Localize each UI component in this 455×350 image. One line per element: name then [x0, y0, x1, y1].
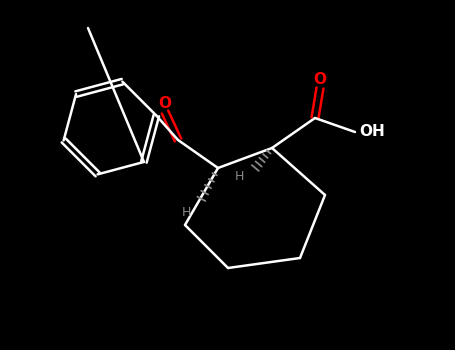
Text: H: H — [235, 169, 244, 182]
Text: H: H — [181, 206, 191, 219]
Text: OH: OH — [359, 125, 385, 140]
Text: O: O — [158, 96, 172, 111]
Text: O: O — [313, 71, 327, 86]
